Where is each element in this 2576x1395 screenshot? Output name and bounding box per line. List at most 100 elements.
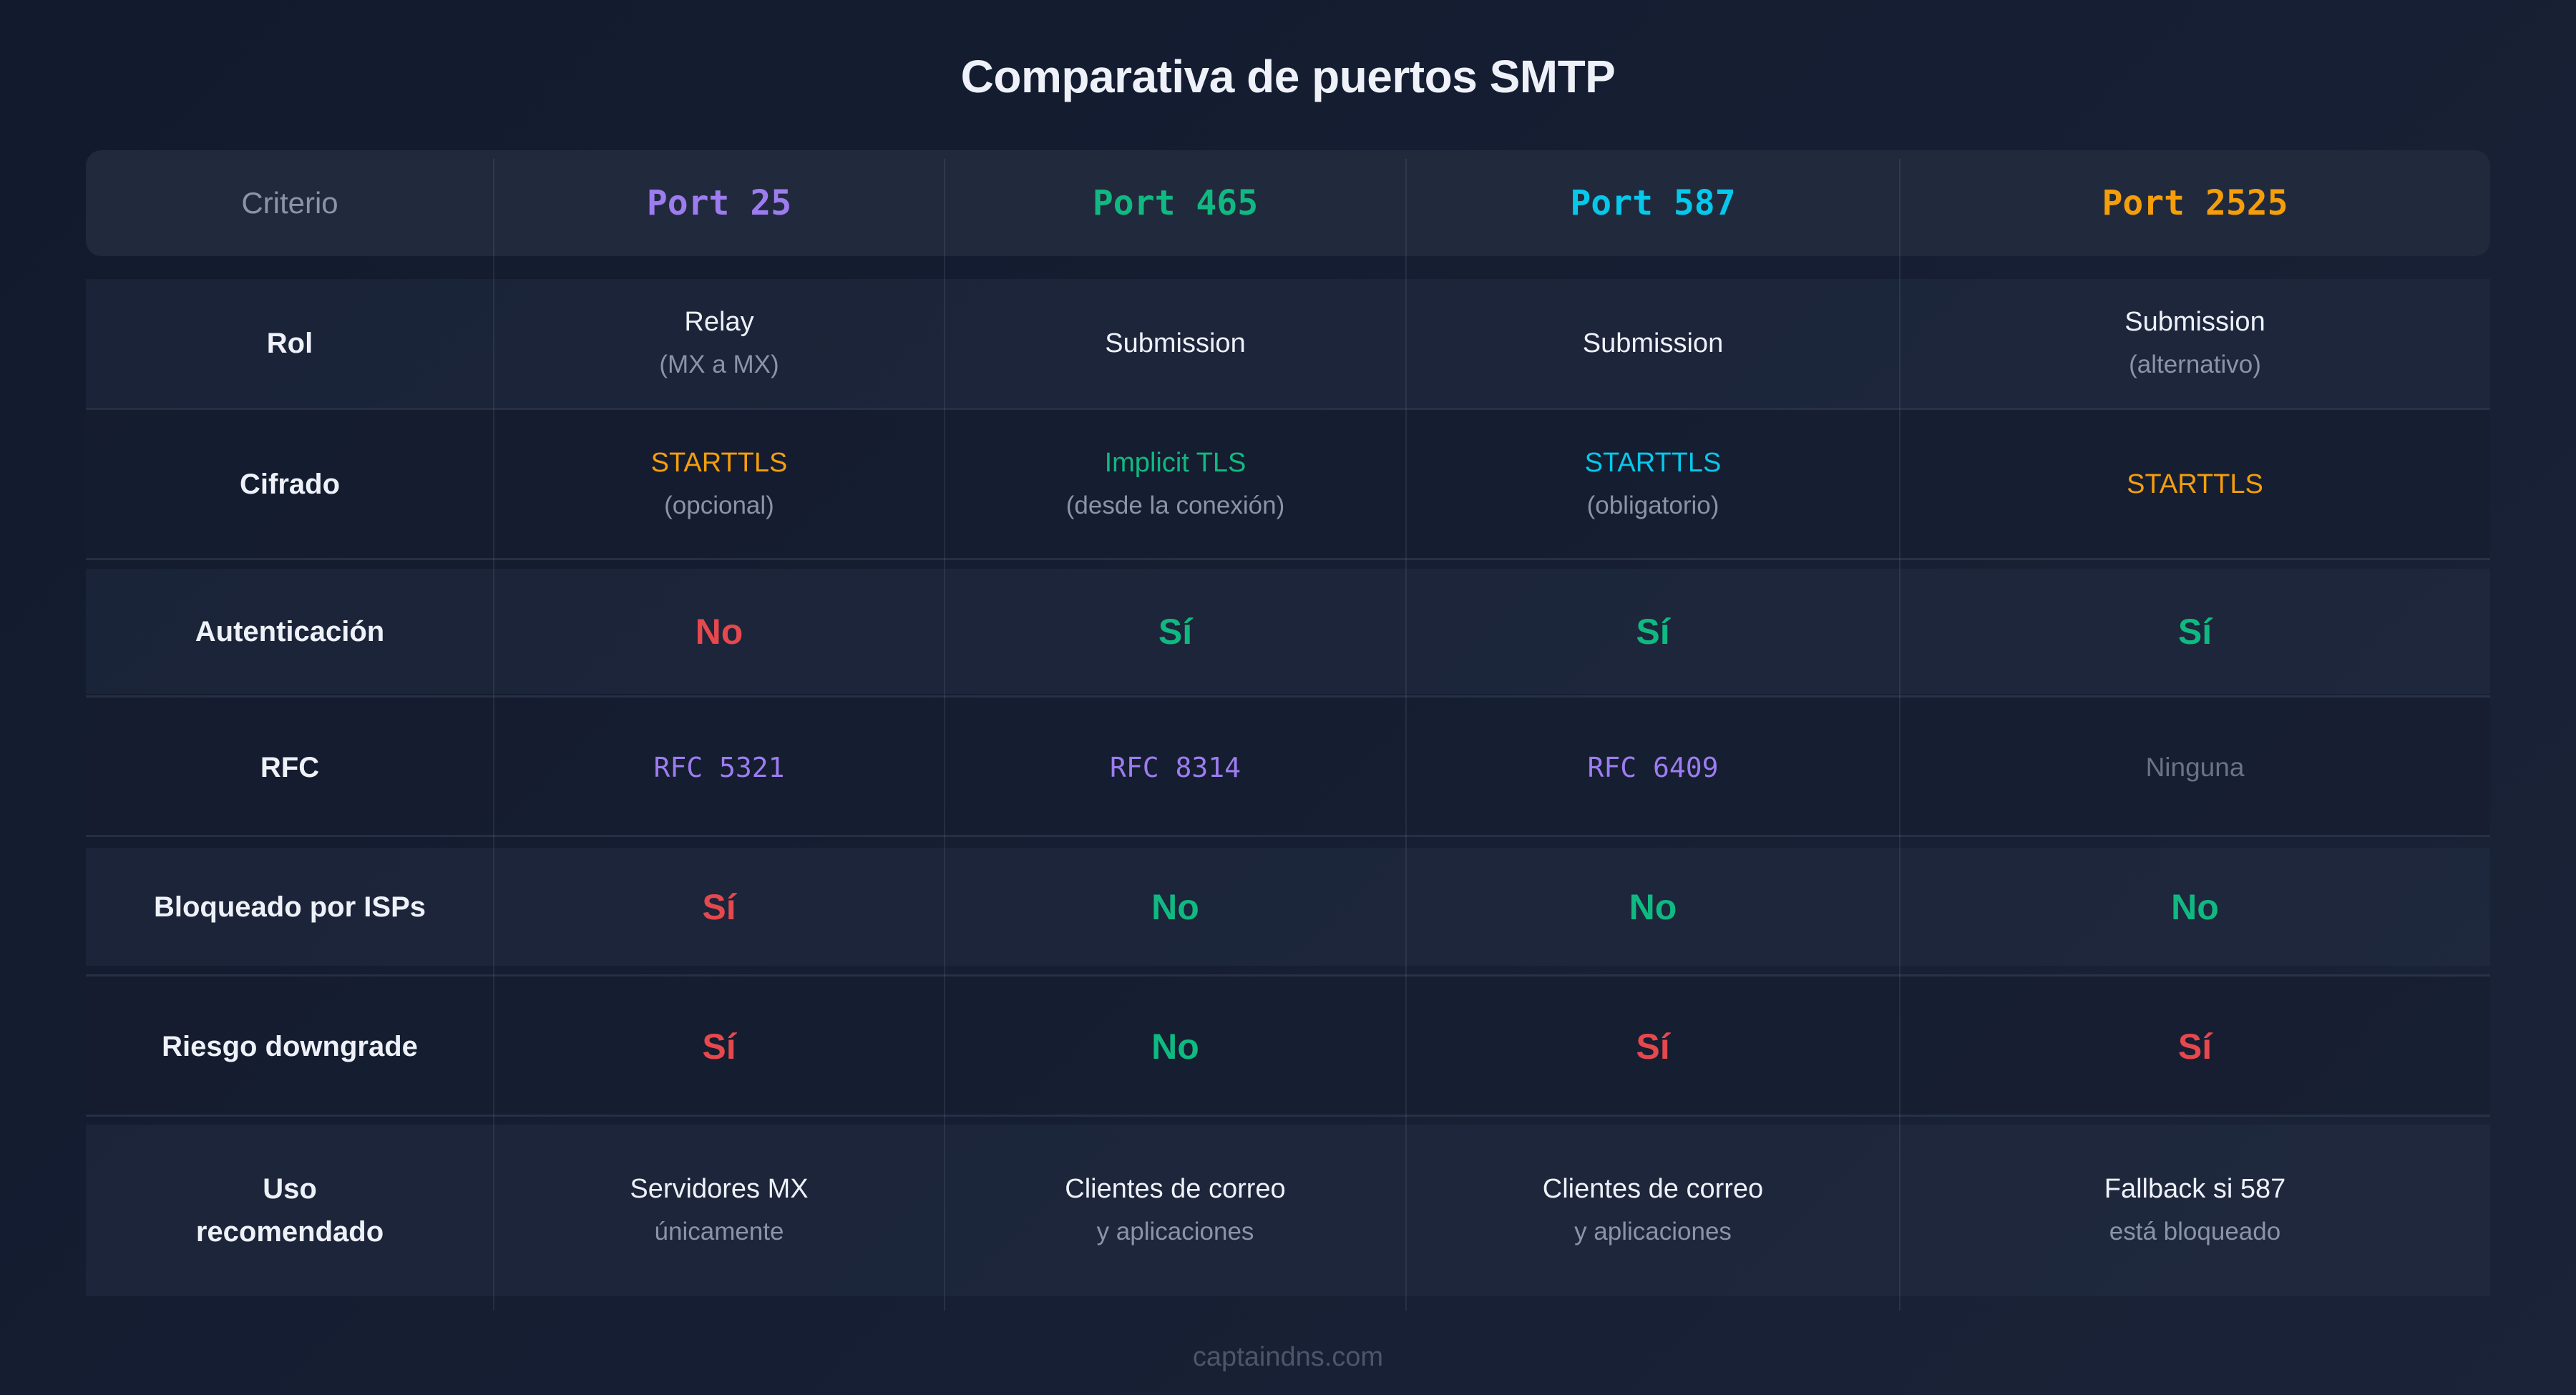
row-label-cell: Cifrado: [86, 410, 494, 558]
header-port-587: Port 587: [1406, 150, 1900, 256]
header-port-2525: Port 2525: [1900, 150, 2490, 256]
status-no: No: [695, 611, 743, 652]
table-cell: Relay (MX a MX): [494, 279, 945, 408]
port-2525-label: Port 2525: [2102, 183, 2288, 223]
row-label: RFC: [260, 751, 320, 783]
status-yes: Sí: [1636, 611, 1670, 652]
row-divider: [86, 408, 2490, 410]
table-row-bloqueado: Bloqueado por ISPs Sí No No No: [86, 848, 2490, 966]
table-cell: STARTTLS (opcional): [494, 410, 945, 558]
table-cell: Sí: [1406, 569, 1900, 694]
row-label-cell: Bloqueado por ISPs: [86, 848, 494, 966]
table-cell: RFC 6409: [1406, 698, 1900, 837]
row-divider: [86, 1115, 2490, 1117]
header-port-25: Port 25: [494, 150, 945, 256]
column-divider: [1899, 159, 1901, 1311]
cell-sub: está bloqueado: [2109, 1218, 2281, 1245]
table-cell: No: [494, 569, 945, 694]
table-cell: Submission (alternativo): [1900, 279, 2490, 408]
status-yes-bad: Sí: [2177, 1026, 2212, 1067]
status-yes-bad: Sí: [1636, 1026, 1670, 1067]
status-no-good: No: [1629, 886, 1677, 927]
cell-sub: (desde la conexión): [1065, 491, 1285, 519]
row-divider: [86, 558, 2490, 560]
page-title: Comparativa de puertos SMTP: [960, 51, 1616, 102]
table-cell: Clientes de correo y aplicaciones: [1406, 1125, 1900, 1296]
table-cell: RFC 8314: [945, 698, 1406, 837]
status-no-good: No: [1151, 1026, 1199, 1067]
row-divider: [86, 835, 2490, 837]
header-criterion: Criterio: [86, 150, 494, 256]
row-label-cell: Autenticación: [86, 569, 494, 694]
table-cell: No: [945, 848, 1406, 966]
cell-main: Clientes de correo: [1065, 1174, 1286, 1204]
row-label-cell: Rol: [86, 279, 494, 408]
table-cell: Sí: [1900, 976, 2490, 1116]
cell-main: Submission: [1105, 328, 1246, 358]
row-label-line2: recomendado: [195, 1216, 384, 1248]
table-cell: Sí: [945, 569, 1406, 694]
table-cell: STARTTLS (obligatorio): [1406, 410, 1900, 558]
cell-main: Submission: [1582, 328, 1724, 358]
status-yes-bad: Sí: [702, 1026, 736, 1067]
table-row-autenticacion: Autenticación No Sí Sí Sí: [86, 569, 2490, 694]
table-row-uso: Uso recomendado Servidores MX únicamente…: [86, 1125, 2490, 1296]
row-label: Cifrado: [240, 468, 340, 500]
header-criterion-label: Criterio: [241, 186, 338, 220]
column-divider: [493, 159, 494, 1311]
row-label-line1: Uso: [263, 1173, 317, 1205]
table-cell: Sí: [494, 976, 945, 1116]
table-cell: No: [1406, 848, 1900, 966]
table-cell: Fallback si 587 está bloqueado: [1900, 1125, 2490, 1296]
table-cell: Submission: [945, 279, 1406, 408]
row-label-cell: Riesgo downgrade: [86, 976, 494, 1116]
cell-sub: y aplicaciones: [1096, 1218, 1254, 1245]
row-label-cell: RFC: [86, 698, 494, 837]
row-label: Rol: [266, 328, 313, 359]
footer-source: captaindns.com: [1192, 1342, 1384, 1372]
cell-main: Relay: [684, 307, 754, 337]
table-row-rfc: RFC RFC 5321 RFC 8314 RFC 6409 Ninguna: [86, 698, 2490, 837]
status-yes: Sí: [1158, 611, 1193, 652]
cell-sub: (alternativo): [2129, 351, 2261, 378]
table-row-cifrado: Cifrado STARTTLS (opcional) Implicit TLS…: [86, 410, 2490, 558]
rfc-value: RFC 5321: [653, 751, 785, 783]
table-header: Criterio Port 25 Port 465 Port 587 Port …: [86, 150, 2490, 256]
row-label: Bloqueado por ISPs: [153, 891, 426, 923]
row-label: Riesgo downgrade: [162, 1030, 418, 1062]
header-port-465: Port 465: [945, 150, 1406, 256]
table-cell: Sí: [494, 848, 945, 966]
cell-main: STARTTLS: [1584, 447, 1722, 478]
cell-sub: (opcional): [664, 491, 774, 519]
port-587-label: Port 587: [1570, 183, 1736, 223]
table-cell: Implicit TLS (desde la conexión): [945, 410, 1406, 558]
cell-main: STARTTLS: [2127, 469, 2263, 499]
rfc-value: RFC 6409: [1587, 751, 1719, 783]
status-no-good: No: [2171, 886, 2219, 927]
row-label: Autenticación: [195, 615, 385, 647]
row-divider: [86, 974, 2490, 976]
cell-main: Fallback si 587: [2104, 1174, 2286, 1204]
table-cell: Ninguna: [1900, 698, 2490, 837]
cell-main: Implicit TLS: [1104, 447, 1246, 478]
column-divider: [1405, 159, 1407, 1311]
port-25-label: Port 25: [646, 183, 792, 223]
column-divider: [944, 159, 945, 1311]
status-yes: Sí: [2177, 611, 2212, 652]
rfc-value: RFC 8314: [1109, 751, 1241, 783]
table-cell: Submission: [1406, 279, 1900, 408]
cell-main: Clientes de correo: [1542, 1174, 1764, 1204]
cell-sub: únicamente: [654, 1218, 784, 1245]
row-divider: [86, 695, 2490, 698]
rfc-value: Ninguna: [2145, 752, 2245, 782]
table-cell: No: [1900, 848, 2490, 966]
cell-main: Servidores MX: [630, 1174, 809, 1204]
row-label-cell: Uso recomendado: [86, 1125, 494, 1296]
table-row-riesgo: Riesgo downgrade Sí No Sí Sí: [86, 976, 2490, 1116]
table-cell: RFC 5321: [494, 698, 945, 837]
cell-main: STARTTLS: [650, 447, 788, 478]
table-cell: Sí: [1900, 569, 2490, 694]
cell-sub: y aplicaciones: [1574, 1218, 1732, 1245]
cell-sub: (MX a MX): [659, 351, 779, 378]
status-yes-bad: Sí: [702, 886, 736, 927]
